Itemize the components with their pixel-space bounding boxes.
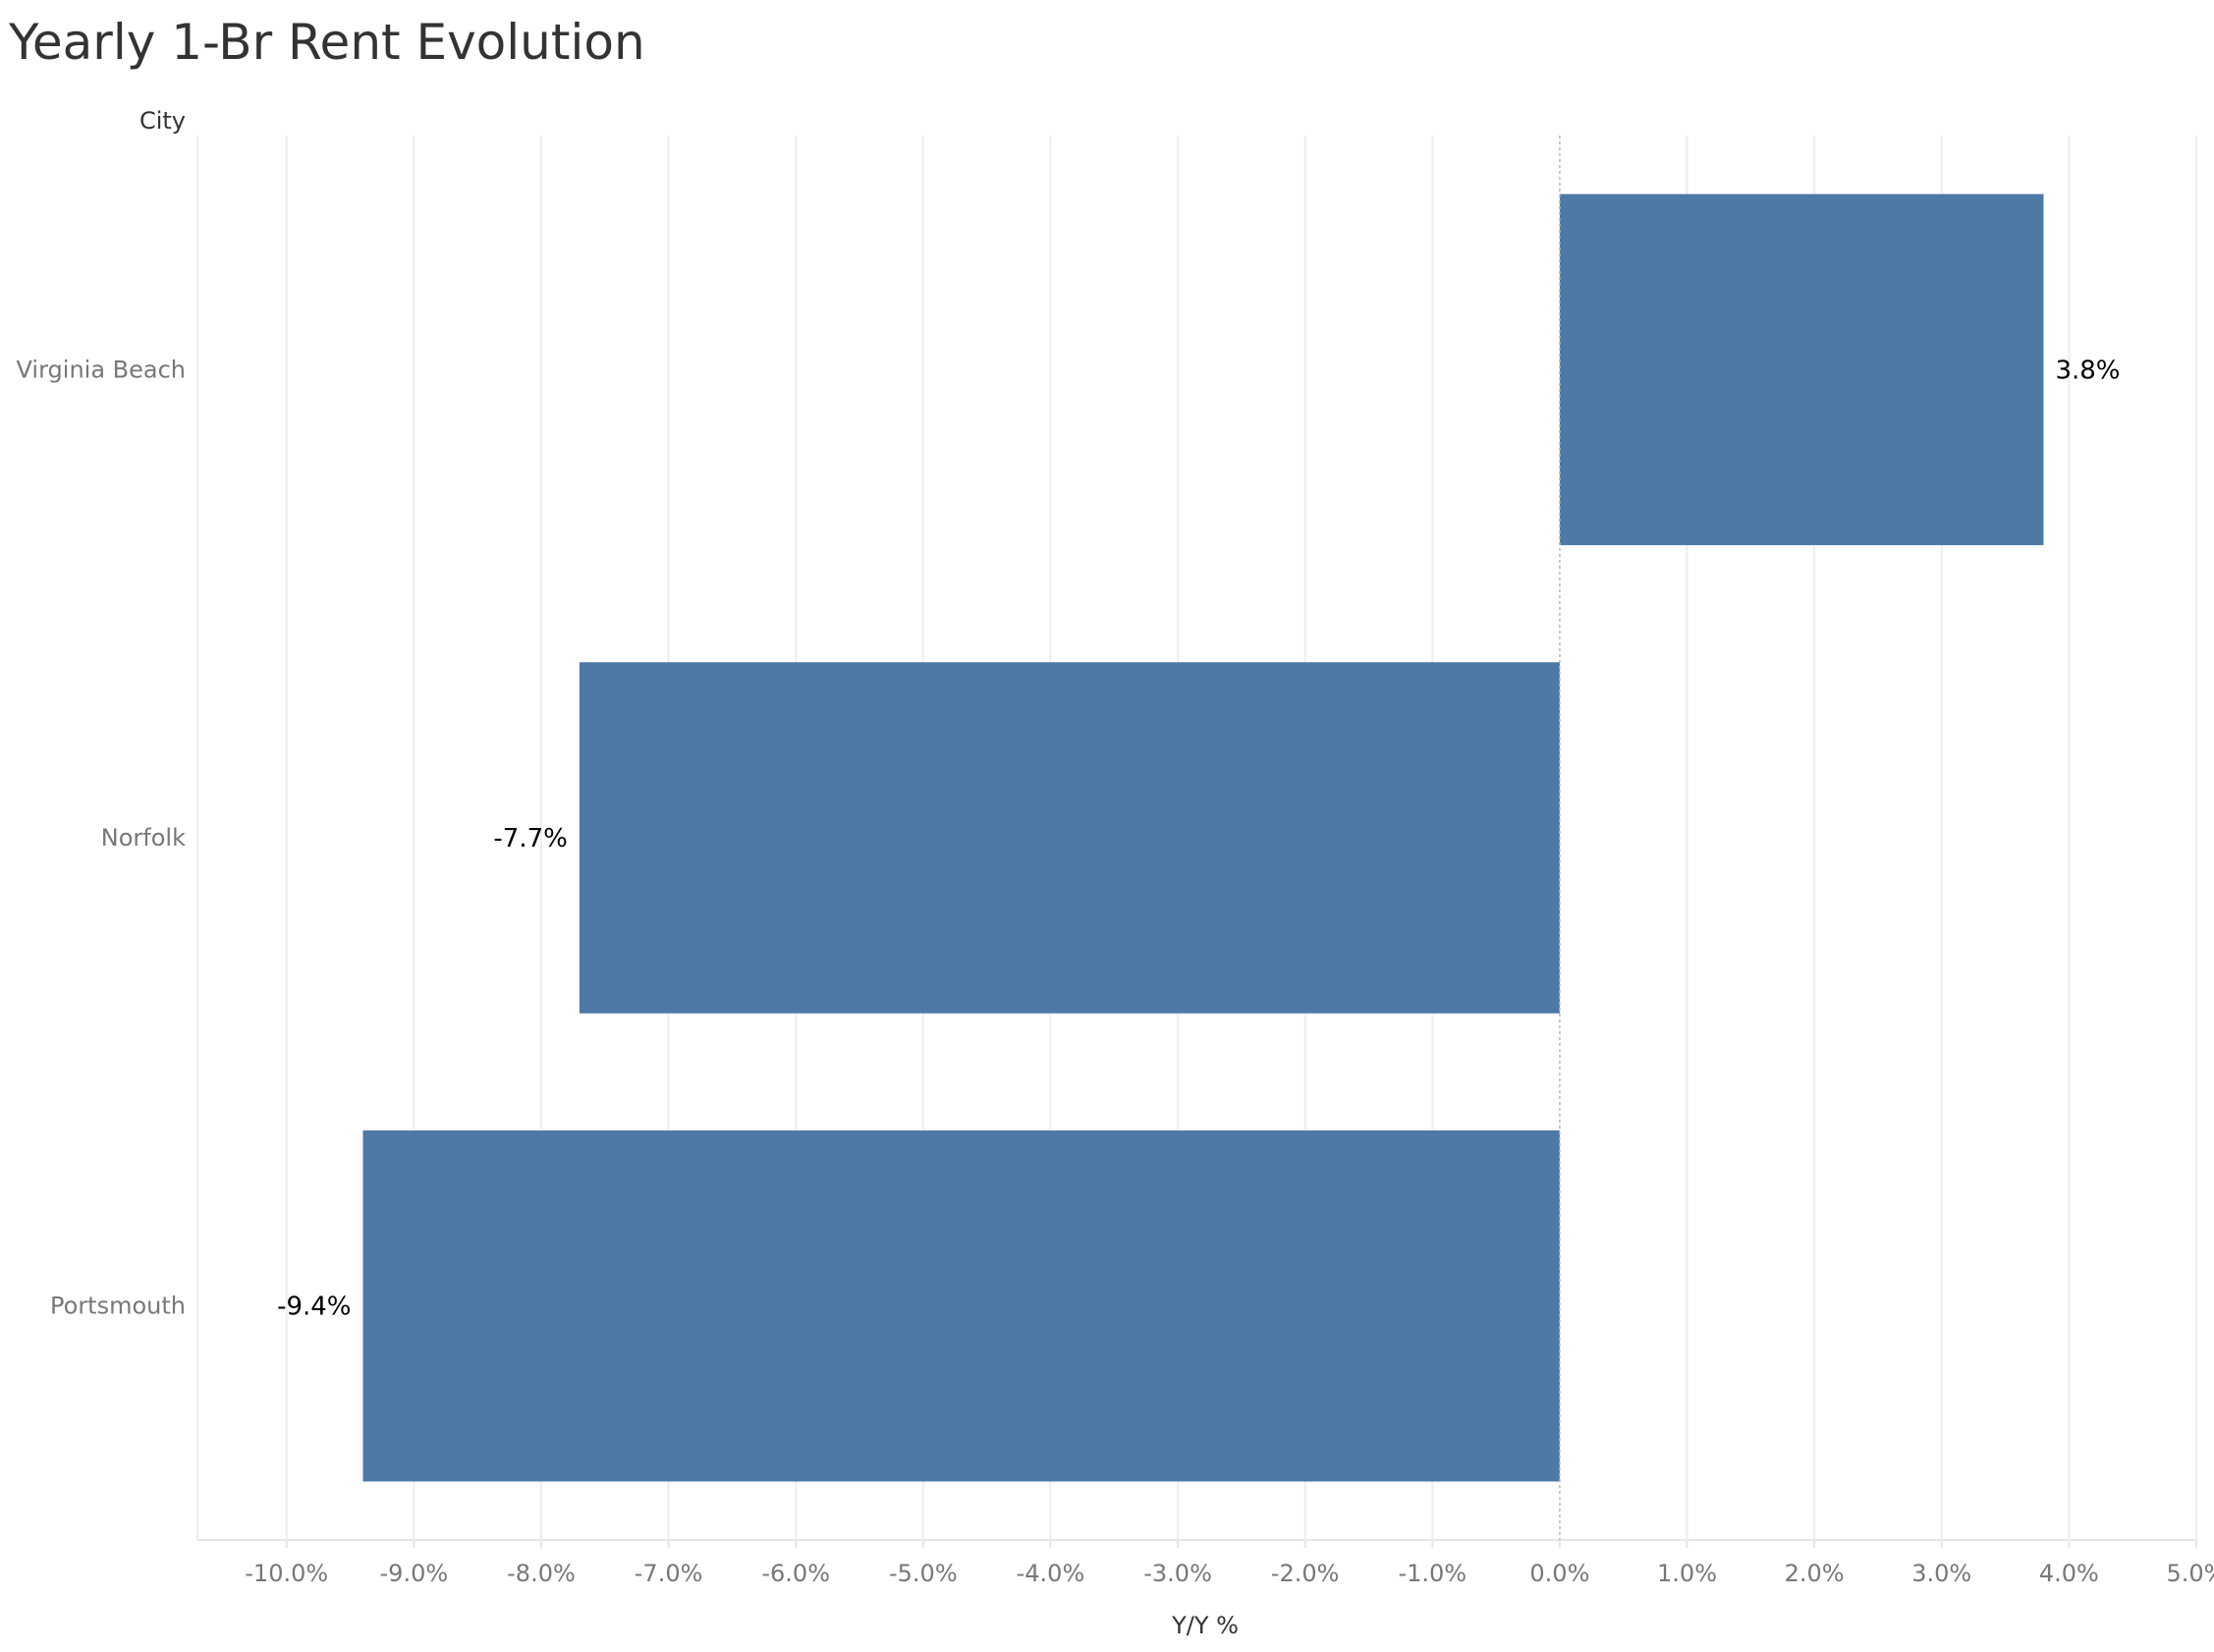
x-tick-label: 3.0% xyxy=(1911,1560,1971,1587)
bar xyxy=(1559,193,2044,546)
x-axis-title: Y/Y % xyxy=(1171,1612,1239,1639)
data-label: 3.8% xyxy=(2055,356,2120,385)
x-tick-label: -5.0% xyxy=(889,1560,958,1587)
x-tick-label: -4.0% xyxy=(1017,1560,1085,1587)
x-tick-label: -1.0% xyxy=(1398,1560,1467,1587)
labels: -10.0% -9.0% -8.0% -7.0% -6.0% -5.0% -4.0% -3.0… xyxy=(17,356,2214,1587)
y-axis-title: City xyxy=(139,107,186,135)
x-tick-label: -3.0% xyxy=(1143,1560,1212,1587)
x-tick-label: 5.0% xyxy=(2167,1560,2214,1587)
x-tick-label: -7.0% xyxy=(635,1560,703,1587)
x-tick-label: -9.0% xyxy=(380,1560,449,1587)
data-label: -7.7% xyxy=(493,824,567,854)
x-tick-label: 2.0% xyxy=(1785,1560,1845,1587)
category-label: Norfolk xyxy=(101,824,186,852)
x-tick-label: 1.0% xyxy=(1657,1560,1717,1587)
x-tick-label: -10.0% xyxy=(245,1560,328,1587)
x-tick-label: -8.0% xyxy=(507,1560,576,1587)
x-tick-label: 4.0% xyxy=(2039,1560,2099,1587)
x-tick-label: -6.0% xyxy=(761,1560,830,1587)
bars xyxy=(362,193,2044,1482)
x-tick-label: 0.0% xyxy=(1529,1560,1589,1587)
chart-title: Yearly 1-Br Rent Evolution xyxy=(9,14,645,71)
category-label: Portsmouth xyxy=(50,1293,186,1320)
data-label: -9.4% xyxy=(277,1293,351,1322)
bar xyxy=(579,662,1560,1014)
category-label: Virginia Beach xyxy=(17,356,186,383)
x-tick-label: -2.0% xyxy=(1271,1560,1340,1587)
bar xyxy=(362,1129,1560,1482)
